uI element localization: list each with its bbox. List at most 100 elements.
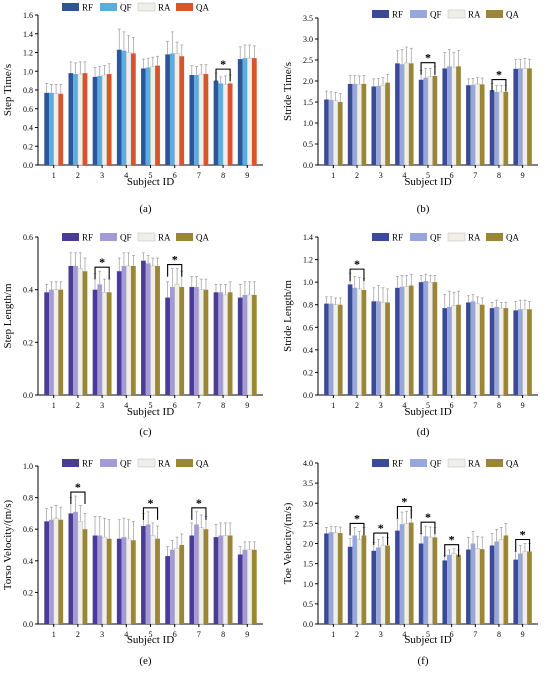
y-tick-label: 1.6 (23, 11, 33, 20)
bar-qa (479, 304, 485, 395)
panel-label: (d) (417, 426, 430, 438)
bar-rf (466, 85, 471, 165)
legend-swatch-ra (447, 458, 466, 468)
bar-qa (58, 519, 64, 624)
y-tick-label: 1.0 (303, 580, 313, 589)
x-tick-label: 2 (355, 401, 359, 410)
y-tick-label: 1.0 (23, 462, 33, 471)
bar-qf (49, 289, 54, 395)
bar-rf (92, 535, 98, 624)
bar-qa (82, 529, 88, 624)
y-tick-label: 0.0 (303, 161, 313, 170)
legend-swatch-ra (447, 9, 466, 19)
significance-bracket (349, 268, 365, 282)
significance-marker: * (172, 253, 178, 267)
bar-qa (456, 554, 461, 624)
x-tick-label: 5 (426, 630, 430, 639)
y-tick-label: 0.6 (23, 105, 33, 114)
chart-panel-5: 0.0 0.2 0.4 0.6 0.8 1.0 1 2 3 4 5 6 7 8 9 * * * RF QF RA QA To… (2, 458, 263, 667)
x-tick-label: 6 (173, 171, 177, 180)
y-tick-label: 2.0 (303, 77, 313, 86)
bar-rf (68, 265, 74, 395)
significance-bracket (191, 507, 207, 520)
x-tick-label: 8 (221, 171, 225, 180)
bar-qa (408, 285, 414, 395)
bar-ra (126, 52, 132, 166)
legend-label: QA (506, 459, 519, 469)
x-tick-label: 8 (497, 630, 501, 639)
y-tick-label: 0.2 (23, 338, 33, 347)
x-tick-label: 1 (331, 630, 335, 639)
chart-panel-3: 0.0 0.2 0.4 0.6 1 2 3 4 5 6 7 8 9 * * RF QF RA QA Step Leng… (2, 233, 263, 438)
significance-bracket (420, 521, 436, 535)
bar-qf (73, 265, 78, 395)
bar-qa (361, 290, 367, 395)
bar-qf (494, 91, 499, 165)
y-tick-label: 3.0 (303, 499, 313, 508)
legend-swatch-ra (137, 458, 156, 468)
bar-ra (333, 100, 339, 166)
bar-qf (169, 53, 175, 165)
bar-rf (213, 292, 219, 395)
significance-bracket (349, 522, 365, 536)
x-tick-label: 9 (245, 401, 249, 410)
x-tick-label: 7 (473, 630, 477, 639)
legend-swatch-qa (486, 10, 503, 18)
bar-rf (189, 535, 195, 624)
significance-bracket (396, 505, 412, 519)
x-tick-label: 2 (76, 630, 80, 639)
y-tick-label: 1.0 (303, 119, 313, 128)
significance-marker: * (354, 257, 360, 271)
legend-label: QF (430, 233, 442, 243)
bar-ra (475, 83, 481, 166)
bar-qf (470, 543, 476, 624)
bar-qf (494, 306, 499, 395)
significance-marker: * (75, 480, 81, 494)
bar-qa (251, 549, 257, 624)
y-axis-label: Stride Length/m (282, 280, 294, 352)
bar-qf (518, 553, 523, 624)
bar-qa (179, 545, 185, 624)
bar-qa (456, 304, 461, 395)
bar-qf (73, 74, 78, 165)
y-tick-label: 1.4 (23, 30, 33, 39)
bar-rf (92, 289, 98, 395)
bar-qa (58, 93, 64, 165)
bar-ra (174, 53, 180, 166)
bar-qa (179, 287, 185, 395)
bar-ra (222, 294, 229, 396)
bar-qa (503, 535, 509, 624)
bar-rf (489, 90, 495, 165)
bar-qa (527, 68, 532, 165)
bar-rf (44, 521, 50, 624)
y-tick-label: 0.6 (23, 233, 33, 242)
legend-swatch-qf (100, 233, 117, 241)
bar-ra (222, 84, 229, 166)
bar-ra (247, 294, 253, 396)
y-tick-label: 3.5 (303, 14, 313, 23)
bar-ra (198, 289, 204, 396)
bar-qf (73, 511, 78, 624)
bar-rf (237, 297, 243, 395)
bar-qf (218, 535, 224, 624)
bar-qf (399, 524, 405, 624)
significance-bracket (70, 491, 86, 505)
bar-qa (337, 533, 343, 624)
bar-ra (101, 536, 108, 625)
y-tick-label: 2.5 (303, 519, 313, 528)
bar-qf (399, 64, 405, 165)
x-tick-label: 8 (221, 401, 225, 410)
legend-label: QA (196, 459, 209, 469)
bar-ra (427, 281, 433, 396)
bar-qf (447, 66, 452, 165)
x-tick-label: 9 (521, 630, 525, 639)
bar-qa (456, 66, 461, 165)
legend-label: QA (196, 233, 209, 243)
bar-qa (527, 551, 532, 624)
bar-rf (371, 301, 377, 395)
significance-bracket (515, 538, 531, 552)
bar-ra (404, 62, 410, 166)
bar-qa (385, 82, 390, 165)
legend-label: RF (82, 233, 93, 243)
bar-qa (155, 65, 160, 165)
